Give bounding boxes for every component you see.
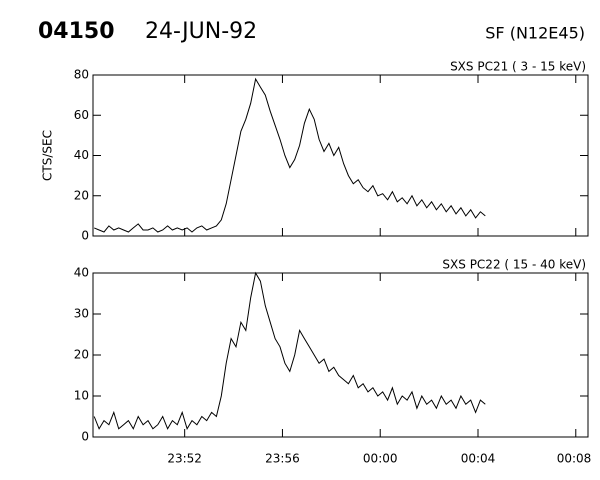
y-tick-label: 10: [74, 389, 89, 403]
y-tick-label: 20: [74, 348, 89, 362]
region: SF (N12E45): [485, 24, 585, 43]
data-line: [94, 77, 486, 233]
y-tick-label: 60: [74, 108, 89, 122]
x-tick-label: 00:04: [461, 452, 496, 466]
x-tick-label: 23:56: [265, 452, 300, 466]
y-tick-label: 80: [74, 68, 89, 82]
data-line: [93, 271, 486, 431]
plot-frame: [92, 74, 589, 237]
y-tick-label: 0: [81, 229, 89, 243]
x-tick-label: 00:08: [557, 452, 592, 466]
y-tick-label: 0: [81, 430, 89, 444]
y-axis-label: CTS/SEC: [41, 130, 55, 181]
panel-label: SXS PC21 ( 3 - 15 keV): [450, 60, 586, 74]
event-id: 04150: [38, 19, 115, 44]
panel-label: SXS PC22 ( 15 - 40 keV): [442, 258, 586, 272]
y-tick-label: 30: [74, 307, 89, 321]
y-tick-label: 40: [74, 148, 89, 162]
date: 24-JUN-92: [145, 19, 257, 44]
y-tick-label: 20: [74, 188, 89, 202]
x-tick-label: 00:00: [363, 452, 398, 466]
plot-frame: [92, 272, 589, 438]
y-tick-label: 40: [74, 266, 89, 280]
x-tick-label: 23:52: [167, 452, 202, 466]
